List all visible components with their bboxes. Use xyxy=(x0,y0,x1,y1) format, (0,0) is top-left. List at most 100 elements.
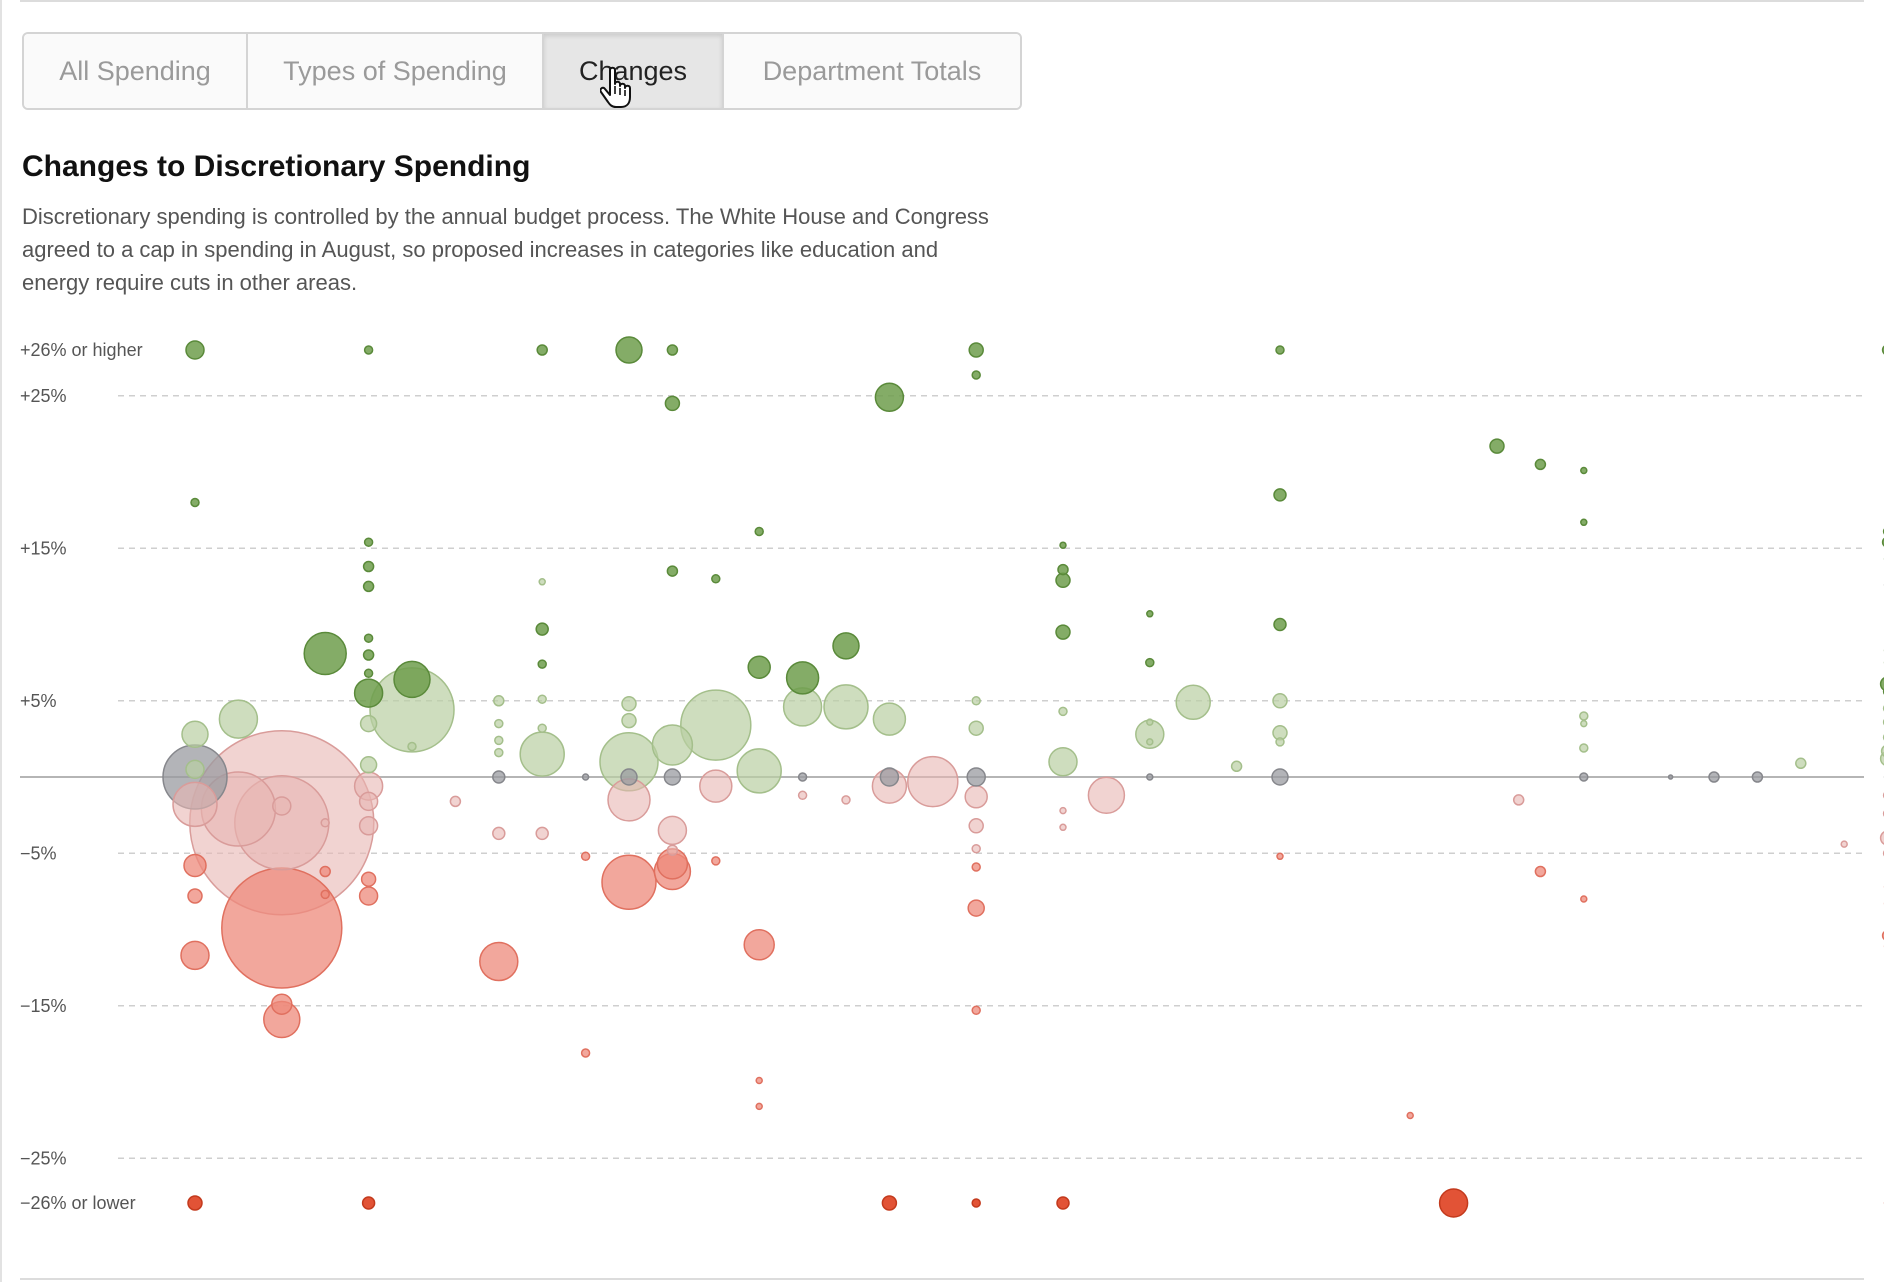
bubble-point[interactable] xyxy=(966,767,986,787)
bubble-point[interactable] xyxy=(755,1076,763,1085)
bubble-point[interactable] xyxy=(1272,693,1288,709)
bubble-point[interactable] xyxy=(353,678,384,708)
bubble-point[interactable] xyxy=(362,560,375,573)
tab-types-of-spending[interactable]: Types of Spending xyxy=(248,34,544,108)
bubble-point[interactable] xyxy=(407,741,417,752)
bubble-point[interactable] xyxy=(971,843,981,854)
bubble-point[interactable] xyxy=(666,844,679,856)
bubble-point[interactable] xyxy=(1058,706,1068,717)
bubble-point[interactable] xyxy=(185,340,205,360)
bubble-point[interactable] xyxy=(1271,768,1289,786)
bubble-point[interactable] xyxy=(535,622,549,636)
bubble-point[interactable] xyxy=(1059,541,1067,549)
bubble-point[interactable] xyxy=(1273,488,1287,502)
bubble-point[interactable] xyxy=(971,862,981,872)
bubble-point[interactable] xyxy=(1580,466,1588,475)
bubble-point[interactable] xyxy=(580,1048,591,1058)
bubble-point[interactable] xyxy=(971,1005,981,1016)
bubble-point[interactable] xyxy=(183,853,207,878)
tab-all-spending[interactable]: All Spending xyxy=(24,34,248,108)
bubble-point[interactable] xyxy=(968,818,984,834)
bubble-point[interactable] xyxy=(967,899,985,917)
bubble-point[interactable] xyxy=(1055,572,1071,589)
bubble-point[interactable] xyxy=(621,712,637,729)
bubble-point[interactable] xyxy=(785,661,820,695)
bubble-point[interactable] xyxy=(1879,831,1884,845)
tab-changes[interactable]: Changes xyxy=(544,34,724,108)
bubble-point[interactable] xyxy=(747,655,771,679)
bubble-point[interactable] xyxy=(1438,1188,1469,1218)
tab-department-totals[interactable]: Department Totals xyxy=(724,34,1020,108)
bubble-point[interactable] xyxy=(172,781,218,828)
bubble-point[interactable] xyxy=(754,526,764,537)
bubble-point[interactable] xyxy=(1534,458,1547,471)
bubble-point[interactable] xyxy=(1230,760,1243,773)
bubble-point[interactable] xyxy=(971,1198,981,1208)
bubble-point[interactable] xyxy=(1708,771,1720,783)
bubble-point[interactable] xyxy=(971,696,981,706)
bubble-point[interactable] xyxy=(1406,1111,1414,1120)
bubble-point[interactable] xyxy=(479,941,519,982)
bubble-point[interactable] xyxy=(494,718,504,729)
bubble-point[interactable] xyxy=(1489,438,1505,454)
bubble-point[interactable] xyxy=(449,795,462,808)
bubble-point[interactable] xyxy=(580,851,591,862)
bubble-point[interactable] xyxy=(536,344,548,356)
bubble-point[interactable] xyxy=(1273,617,1287,632)
bubble-point[interactable] xyxy=(190,497,200,508)
bubble-point[interactable] xyxy=(1087,776,1126,815)
bubble-point[interactable] xyxy=(1579,772,1589,782)
bubble-point[interactable] xyxy=(1055,624,1071,640)
bubble-point[interactable] xyxy=(1580,895,1588,903)
bubble-point[interactable] xyxy=(907,755,959,808)
bubble-point[interactable] xyxy=(755,1102,763,1111)
bubble-point[interactable] xyxy=(537,694,547,704)
bubble-point[interactable] xyxy=(663,768,682,786)
bubble-point[interactable] xyxy=(180,940,210,971)
bubble-point[interactable] xyxy=(494,735,504,746)
bubble-point[interactable] xyxy=(1275,345,1285,355)
bubble-point[interactable] xyxy=(1146,610,1154,618)
bubble-point[interactable] xyxy=(1534,865,1547,878)
bubble-point[interactable] xyxy=(832,632,860,660)
bubble-point[interactable] xyxy=(581,773,590,781)
bubble-point[interactable] xyxy=(1512,794,1525,806)
bubble-point[interactable] xyxy=(615,336,643,364)
bubble-point[interactable] xyxy=(601,854,657,910)
bubble-point[interactable] xyxy=(363,668,374,679)
bubble-point[interactable] xyxy=(271,993,293,1015)
bubble-point[interactable] xyxy=(272,796,292,816)
bubble-point[interactable] xyxy=(1059,806,1067,815)
bubble-point[interactable] xyxy=(1579,711,1589,721)
bubble-point[interactable] xyxy=(320,889,330,900)
bubble-point[interactable] xyxy=(537,659,547,669)
bubble-point[interactable] xyxy=(493,695,505,707)
bubble-point[interactable] xyxy=(361,1196,376,1210)
bubble-point[interactable] xyxy=(664,395,681,412)
bubble-point[interactable] xyxy=(1056,1196,1070,1210)
bubble-point[interactable] xyxy=(303,631,347,676)
bubble-point[interactable] xyxy=(666,344,679,356)
bubble-point[interactable] xyxy=(964,785,988,809)
bubble-point[interactable] xyxy=(680,689,752,761)
bubble-point[interactable] xyxy=(699,769,733,803)
bubble-point[interactable] xyxy=(881,1195,898,1211)
bubble-point[interactable] xyxy=(1580,518,1588,527)
bubble-point[interactable] xyxy=(1276,852,1284,861)
bubble-point[interactable] xyxy=(1146,738,1154,746)
bubble-point[interactable] xyxy=(1579,743,1589,753)
bubble-point[interactable] xyxy=(968,342,984,358)
bubble-point[interactable] xyxy=(362,580,375,593)
bubble-point[interactable] xyxy=(359,714,378,733)
bubble-point[interactable] xyxy=(666,565,679,577)
bubble-point[interactable] xyxy=(363,633,374,643)
bubble-point[interactable] xyxy=(841,795,851,805)
bubble-point[interactable] xyxy=(797,772,808,782)
bubble-point[interactable] xyxy=(360,871,377,887)
bubble-point[interactable] xyxy=(187,888,203,904)
bubble-point[interactable] xyxy=(1840,840,1848,848)
bubble-point[interactable] xyxy=(221,867,343,989)
bubble-point[interactable] xyxy=(187,1195,203,1211)
bubble-point[interactable] xyxy=(874,382,905,413)
bubble-point[interactable] xyxy=(1275,737,1285,747)
